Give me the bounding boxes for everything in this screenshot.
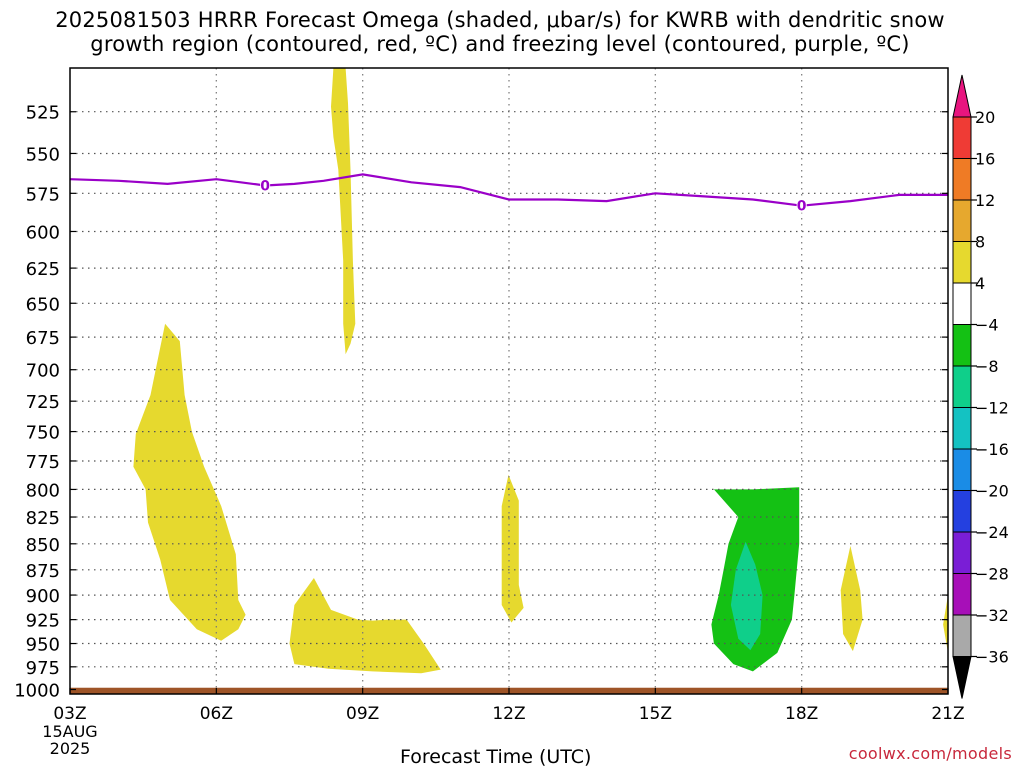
omega-region-6 xyxy=(943,595,948,653)
x-tick-label: 18Z xyxy=(785,704,818,724)
colorbar-label: 20 xyxy=(975,108,995,127)
colorbar: 20 16 12 8 4 −4 −8 −12 −16 −20 −24 −28 −32 −36 xyxy=(952,74,1009,699)
y-tick-label: 700 xyxy=(26,361,60,382)
x-tick-label: 12Z xyxy=(492,704,525,724)
chart-title: 2025081503 HRRR Forecast Omega (shaded, … xyxy=(0,8,1000,56)
y-tick-label: 875 xyxy=(26,561,60,582)
x-tick-label: 03Z xyxy=(53,704,86,724)
watermark: coolwx.com/models xyxy=(848,744,1012,763)
colorbar-label: −4 xyxy=(975,316,999,335)
x-axis-label: Forecast Time (UTC) xyxy=(400,746,592,768)
y-tick-label: 750 xyxy=(26,423,60,444)
y-tick-label: 575 xyxy=(26,184,60,205)
freezing-level-label-bg xyxy=(796,198,807,213)
colorbar-label: 8 xyxy=(975,233,985,252)
y-tick-label: 525 xyxy=(26,103,60,124)
colorbar-box xyxy=(952,241,972,284)
colorbar-label: −36 xyxy=(975,648,1009,667)
colorbar-label: −24 xyxy=(975,523,1009,542)
colorbar-box xyxy=(952,490,972,533)
x-tick-label: 21Z xyxy=(931,704,964,724)
colorbar-label: −16 xyxy=(975,440,1009,459)
y-tick-label: 975 xyxy=(26,658,60,679)
freezing-level-line xyxy=(69,173,948,207)
x-date-label: 15AUG xyxy=(42,722,97,741)
gridlines xyxy=(70,68,948,694)
x-date-label: 2025 xyxy=(50,739,91,758)
y-tick-label: 675 xyxy=(26,328,60,349)
omega-region-1 xyxy=(331,68,356,355)
colorbar-label: 12 xyxy=(975,191,995,210)
omega-region-3 xyxy=(289,578,441,674)
colorbar-box xyxy=(952,448,972,491)
y-tick-label: 650 xyxy=(26,294,60,315)
colorbar-label: −8 xyxy=(975,357,999,376)
omega-region-5 xyxy=(840,545,863,652)
colorbar-top-arrow xyxy=(952,74,972,118)
y-tick-label: 900 xyxy=(26,586,60,607)
chart-title-line-2: growth region (contoured, red, ºC) and f… xyxy=(90,32,910,56)
colorbar-box xyxy=(952,531,972,574)
colorbar-bottom-arrow xyxy=(952,656,972,699)
y-tick-label: 800 xyxy=(26,480,60,501)
colorbar-box xyxy=(952,282,972,325)
freezing-level-label: 0 xyxy=(797,199,807,215)
omega-region-2 xyxy=(133,323,246,641)
colorbar-label: −28 xyxy=(975,565,1009,584)
colorbar-label: 16 xyxy=(975,150,995,169)
y-tick-label: 950 xyxy=(26,635,60,656)
chart-title-line-1: 2025081503 HRRR Forecast Omega (shaded, … xyxy=(55,8,945,32)
y-tick-label: 725 xyxy=(26,392,60,413)
colorbar-box xyxy=(952,407,972,450)
y-tick-label: 600 xyxy=(26,222,60,243)
colorbar-box xyxy=(952,116,972,159)
omega-region-8 xyxy=(730,541,763,651)
colorbar-box xyxy=(952,573,972,616)
colorbar-box xyxy=(952,365,972,408)
y-tick-label: 825 xyxy=(26,508,60,529)
freezing-level-label-bg xyxy=(260,178,271,193)
y-tick-label: 1000 xyxy=(14,681,60,702)
omega-regions xyxy=(133,68,948,674)
y-tick-label: 775 xyxy=(26,452,60,473)
y-tick-label: 925 xyxy=(26,611,60,632)
x-tick-label: 06Z xyxy=(200,704,233,724)
colorbar-label: 4 xyxy=(975,274,985,293)
y-tick-label: 550 xyxy=(26,144,60,165)
colorbar-label: −20 xyxy=(975,482,1009,501)
colorbar-box xyxy=(952,324,972,367)
freezing-level-label: 0 xyxy=(260,178,270,194)
colorbar-box xyxy=(952,199,972,242)
x-tick-label: 15Z xyxy=(639,704,672,724)
y-tick-label: 625 xyxy=(26,259,60,280)
x-tick-label: 09Z xyxy=(346,704,379,724)
omega-region-4 xyxy=(501,474,524,623)
colorbar-label: −32 xyxy=(975,606,1009,625)
colorbar-box xyxy=(952,158,972,201)
colorbar-box xyxy=(952,614,972,657)
colorbar-label: −12 xyxy=(975,399,1009,418)
y-tick-label: 850 xyxy=(26,535,60,556)
